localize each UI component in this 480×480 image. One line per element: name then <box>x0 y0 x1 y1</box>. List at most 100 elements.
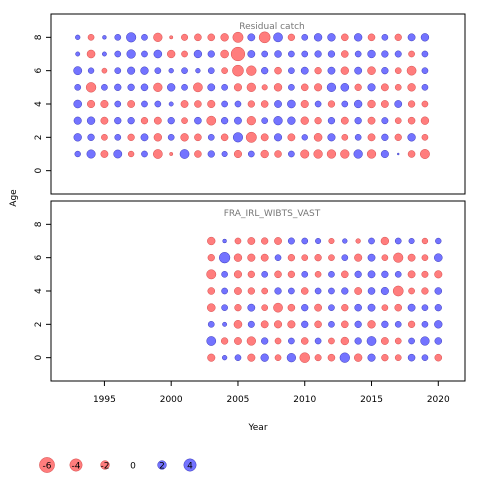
residual-bubble <box>274 133 283 142</box>
residual-bubble <box>394 237 402 245</box>
residual-bubble <box>301 337 309 345</box>
residual-bubble <box>247 253 256 262</box>
residual-bubble <box>301 304 309 312</box>
residual-bubble <box>327 353 336 362</box>
residual-bubble <box>140 117 149 125</box>
residual-bubble <box>181 84 188 91</box>
residual-bubble <box>314 254 322 262</box>
residual-bubble <box>207 254 215 262</box>
panel-1-title: FRA_IRL_WIBTS_VAST <box>224 209 321 219</box>
residual-bubble <box>354 117 362 125</box>
residual-bubble <box>367 33 376 42</box>
y-axis-label: Age <box>9 189 19 207</box>
residual-bubble <box>141 34 148 41</box>
residual-bubble <box>167 83 176 92</box>
residual-bubble <box>313 133 323 142</box>
residual-bubble <box>421 270 429 278</box>
residual-bubble <box>288 50 295 58</box>
residual-bubble <box>221 151 228 157</box>
residual-bubble <box>100 150 109 158</box>
residual-bubble <box>314 83 323 92</box>
residual-bubble <box>367 133 376 142</box>
residual-bubble <box>314 337 322 345</box>
residual-bubble <box>167 117 175 125</box>
legend-bubble <box>100 460 110 470</box>
residual-bubble <box>301 320 309 328</box>
residual-bubble <box>301 287 309 295</box>
residual-bubble <box>73 99 82 109</box>
residual-bubble <box>220 133 229 142</box>
residual-bubble <box>327 33 336 42</box>
residual-bubble <box>326 82 337 92</box>
residual-bubble <box>247 50 256 58</box>
residual-bubble <box>328 238 335 244</box>
panel-0-y-tick-label: 2 <box>34 134 44 140</box>
residual-bubble <box>353 149 363 159</box>
residual-bubble <box>408 287 415 295</box>
panel-0-y-tick-label: 6 <box>34 68 44 74</box>
residual-bubble <box>86 149 96 159</box>
panel-1-y-tick-label: 4 <box>34 288 44 294</box>
residual-bubble <box>367 303 376 312</box>
residual-bubble <box>87 133 95 141</box>
residual-bubble <box>394 117 402 124</box>
residual-bubble <box>354 33 363 42</box>
residual-bubble <box>328 321 335 328</box>
x-axis-label: Year <box>247 423 267 433</box>
residual-bubble <box>394 271 402 278</box>
residual-bubble <box>114 100 122 108</box>
residual-bubble <box>407 100 416 108</box>
residual-bubble <box>260 353 269 362</box>
residual-bubble <box>247 100 255 108</box>
residual-bubble <box>221 67 228 74</box>
residual-bubble <box>261 337 269 345</box>
residual-bubble <box>127 133 135 141</box>
residual-bubble <box>233 320 243 329</box>
residual-bubble <box>181 50 188 58</box>
residual-bubble <box>114 67 122 74</box>
residual-bubble <box>222 238 227 244</box>
residual-bubble <box>380 236 389 246</box>
residual-bubble <box>232 31 244 43</box>
residual-bubble <box>114 83 122 91</box>
residual-bubble <box>300 66 309 75</box>
x-tick-label: 2015 <box>360 395 383 405</box>
residual-bubble <box>394 337 402 345</box>
legend-label: -4 <box>72 462 81 472</box>
residual-bubble <box>354 270 362 278</box>
residual-bubble <box>73 116 82 125</box>
residual-bubble <box>246 65 257 76</box>
residual-bubble <box>421 237 429 245</box>
residual-bubble <box>260 149 269 159</box>
residual-bubble <box>169 152 174 156</box>
residual-bubble <box>180 133 189 142</box>
residual-bubble <box>194 100 202 108</box>
residual-bubble <box>434 304 442 312</box>
residual-bubble <box>287 33 295 41</box>
residual-bubble <box>274 320 283 329</box>
residual-bubble <box>381 83 389 92</box>
residual-bubble <box>407 320 416 328</box>
residual-bubble <box>261 50 268 58</box>
residual-bubble <box>392 285 404 297</box>
residual-bubble <box>313 149 323 159</box>
residual-bubble <box>299 352 310 363</box>
residual-bubble <box>314 320 322 329</box>
residual-bubble <box>287 270 295 278</box>
residual-bubble <box>393 252 404 263</box>
legend-label: 4 <box>187 462 193 472</box>
residual-bubble <box>367 99 376 109</box>
residual-bubble <box>180 100 189 108</box>
residual-bubble <box>381 254 389 261</box>
residual-bubble <box>341 134 349 141</box>
residual-bubble <box>407 303 416 312</box>
residual-bubble <box>381 67 389 75</box>
residual-bubble <box>367 353 376 362</box>
residual-bubble <box>247 287 255 295</box>
residual-bubble <box>207 33 215 42</box>
residual-bubble <box>127 117 135 125</box>
residual-bubble <box>233 270 242 279</box>
residual-bubble <box>181 117 188 124</box>
residual-bubble <box>381 320 389 328</box>
residual-bubble <box>354 134 362 141</box>
